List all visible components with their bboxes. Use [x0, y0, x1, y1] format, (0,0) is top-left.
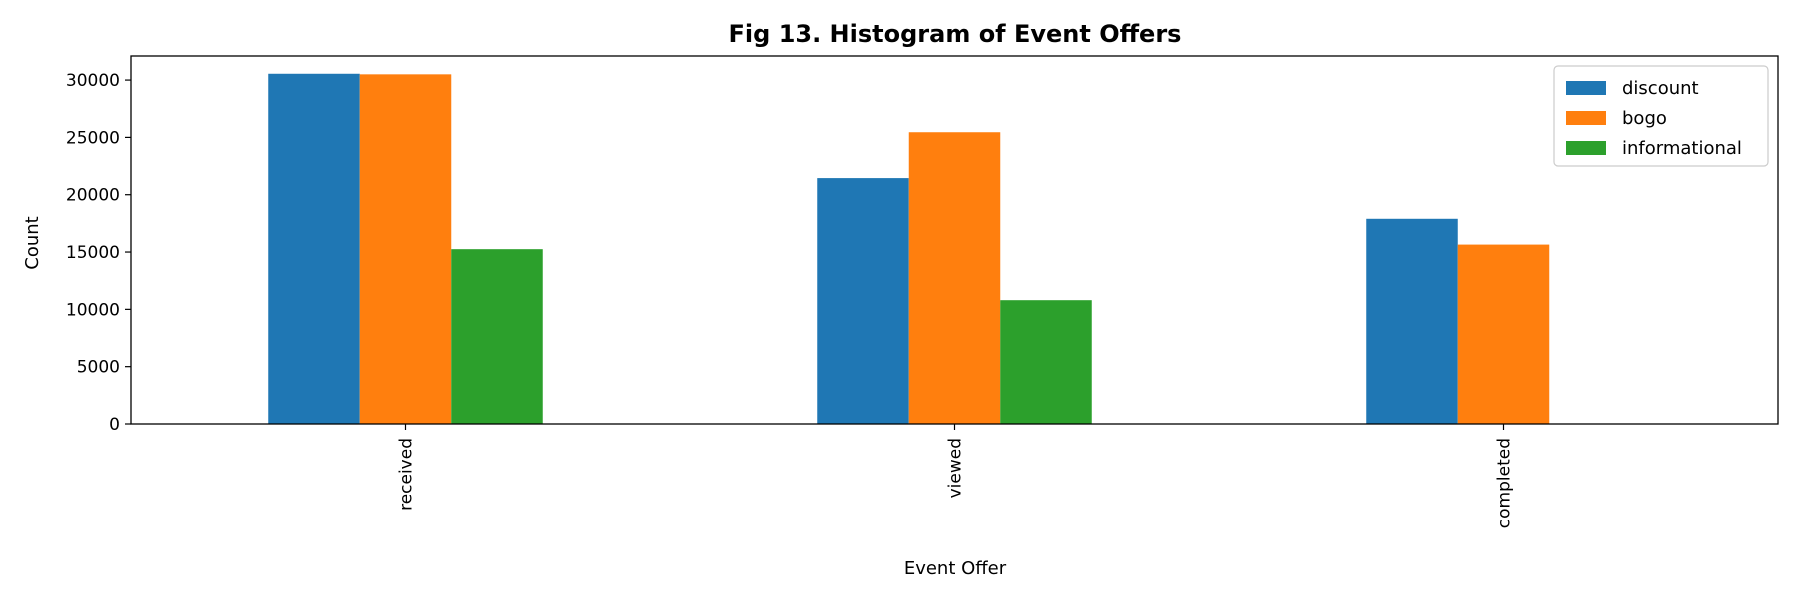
bar-bogo-received [359, 74, 452, 424]
y-tick-label-15000: 15000 [66, 243, 120, 263]
legend-swatch-discount [1566, 81, 1606, 95]
bars [268, 73, 1550, 424]
y-tick-label-20000: 20000 [66, 186, 120, 206]
plot-frame [130, 55, 1779, 425]
x-tick-label-viewed: viewed [946, 438, 966, 498]
bar-discount-viewed [817, 178, 909, 424]
bar-bogo-completed [1457, 244, 1550, 424]
bar-discount-completed [1366, 218, 1458, 424]
legend-label-informational: informational [1622, 138, 1742, 159]
x-axis-label: Event Offer [904, 558, 1007, 579]
legend-swatch-informational [1566, 141, 1606, 155]
axes: received viewed completed 0 5000 10000 15000 20… [66, 55, 1779, 528]
bar-informational-received [451, 249, 543, 424]
y-tick-label-30000: 30000 [66, 71, 120, 91]
y-tick-label-25000: 25000 [66, 128, 120, 148]
bar-informational-viewed [1000, 300, 1092, 424]
legend-swatch-bogo [1566, 111, 1606, 125]
y-tick-label-5000: 5000 [77, 358, 120, 378]
chart-title: Fig 13. Histogram of Event Offers [729, 20, 1182, 48]
x-tick-label-received: received [397, 438, 417, 511]
y-tick-label-10000: 10000 [66, 300, 120, 320]
bar-bogo-viewed [908, 132, 1001, 424]
legend-box [1553, 65, 1769, 167]
legend-label-bogo: bogo [1622, 108, 1667, 129]
y-tick-label-0: 0 [109, 415, 120, 435]
legend-label-discount: discount [1622, 78, 1699, 99]
y-axis-label: Count [22, 216, 43, 269]
x-tick-label-completed: completed [1495, 438, 1515, 528]
bar-discount-received [268, 73, 360, 424]
legend: discount bogo informational [1553, 65, 1769, 167]
